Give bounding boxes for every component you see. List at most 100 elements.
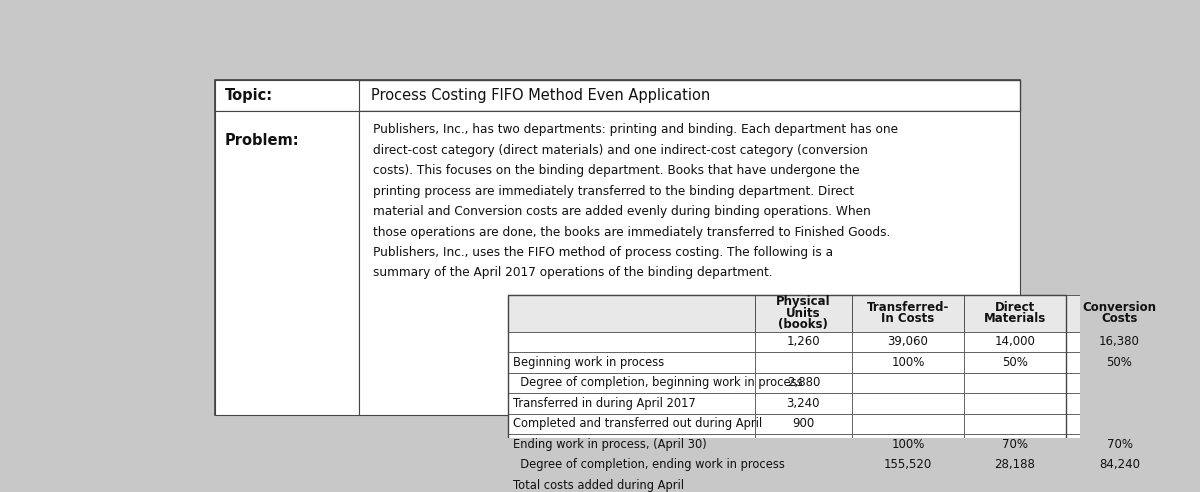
Text: Completed and transferred out during April: Completed and transferred out during Apr… bbox=[514, 417, 763, 430]
Bar bbox=[508, 332, 755, 352]
Bar bbox=[215, 80, 359, 111]
Text: direct-cost category (direct materials) and one indirect-cost category (conversi: direct-cost category (direct materials) … bbox=[373, 144, 868, 157]
Bar bbox=[852, 475, 964, 492]
Text: (books): (books) bbox=[779, 318, 828, 331]
Bar bbox=[852, 455, 964, 475]
Bar bbox=[1066, 372, 1174, 393]
Bar bbox=[1066, 332, 1174, 352]
Text: Transferred-: Transferred- bbox=[866, 301, 949, 314]
Bar bbox=[755, 332, 852, 352]
Text: 2,880: 2,880 bbox=[787, 376, 820, 389]
Bar bbox=[964, 414, 1066, 434]
Bar bbox=[508, 455, 755, 475]
Bar bbox=[215, 80, 1020, 111]
Bar bbox=[1066, 414, 1174, 434]
Text: those operations are done, the books are immediately transferred to Finished Goo: those operations are done, the books are… bbox=[373, 225, 890, 239]
Text: summary of the April 2017 operations of the binding department.: summary of the April 2017 operations of … bbox=[373, 267, 773, 279]
Text: Units: Units bbox=[786, 307, 821, 320]
Bar bbox=[508, 295, 755, 332]
Text: 50%: 50% bbox=[1106, 356, 1133, 369]
Text: Degree of completion, beginning work in process: Degree of completion, beginning work in … bbox=[514, 376, 803, 389]
Text: costs). This focuses on the binding department. Books that have undergone the: costs). This focuses on the binding depa… bbox=[373, 164, 859, 177]
Bar bbox=[964, 372, 1066, 393]
Bar bbox=[852, 372, 964, 393]
Text: Costs: Costs bbox=[1102, 312, 1138, 325]
Bar bbox=[508, 372, 755, 393]
Bar bbox=[755, 295, 852, 332]
Bar bbox=[508, 393, 755, 414]
Bar bbox=[508, 455, 1066, 475]
Bar bbox=[852, 295, 964, 332]
Bar bbox=[508, 475, 755, 492]
Text: 3,240: 3,240 bbox=[786, 397, 820, 410]
Bar bbox=[508, 393, 1066, 414]
Bar bbox=[1066, 455, 1174, 475]
Bar bbox=[852, 434, 964, 455]
Text: 70%: 70% bbox=[1106, 438, 1133, 451]
Bar bbox=[755, 434, 852, 455]
Text: 28,188: 28,188 bbox=[995, 458, 1036, 471]
Bar bbox=[964, 332, 1066, 352]
Bar bbox=[508, 352, 1066, 372]
Bar bbox=[755, 414, 852, 434]
Bar bbox=[508, 414, 755, 434]
Text: 1,260: 1,260 bbox=[786, 336, 820, 348]
Bar bbox=[508, 414, 1066, 434]
Text: 100%: 100% bbox=[892, 356, 925, 369]
Bar bbox=[755, 352, 852, 372]
Text: Topic:: Topic: bbox=[224, 88, 272, 103]
Bar bbox=[215, 80, 1020, 415]
Bar bbox=[1066, 295, 1174, 332]
Text: Process Costing FIFO Method Even Application: Process Costing FIFO Method Even Applica… bbox=[371, 88, 710, 103]
Bar bbox=[852, 414, 964, 434]
Bar bbox=[215, 111, 359, 415]
Text: 39,060: 39,060 bbox=[888, 336, 929, 348]
Bar bbox=[1066, 475, 1174, 492]
Bar bbox=[508, 475, 1066, 492]
Bar bbox=[508, 434, 755, 455]
Bar bbox=[852, 393, 964, 414]
Text: Total costs added during April: Total costs added during April bbox=[514, 479, 684, 492]
Bar bbox=[1066, 352, 1174, 372]
Bar bbox=[964, 393, 1066, 414]
Text: Problem:: Problem: bbox=[224, 132, 299, 148]
Bar bbox=[755, 455, 852, 475]
Bar bbox=[508, 372, 1066, 393]
Text: Publishers, Inc., uses the FIFO method of process costing. The following is a: Publishers, Inc., uses the FIFO method o… bbox=[373, 246, 833, 259]
Text: Physical: Physical bbox=[776, 295, 830, 308]
Bar bbox=[1066, 434, 1174, 455]
Text: 900: 900 bbox=[792, 417, 815, 430]
Text: Materials: Materials bbox=[984, 312, 1046, 325]
Bar bbox=[755, 393, 852, 414]
Text: Beginning work in process: Beginning work in process bbox=[514, 356, 665, 369]
Bar bbox=[508, 295, 1066, 332]
Bar bbox=[964, 352, 1066, 372]
Bar bbox=[508, 295, 1066, 492]
Text: Conversion: Conversion bbox=[1082, 301, 1157, 314]
Text: 16,380: 16,380 bbox=[1099, 336, 1140, 348]
Text: In Costs: In Costs bbox=[881, 312, 935, 325]
Bar bbox=[508, 352, 755, 372]
Bar bbox=[1066, 393, 1174, 414]
Text: 50%: 50% bbox=[1002, 356, 1028, 369]
Text: Ending work in process, (April 30): Ending work in process, (April 30) bbox=[514, 438, 707, 451]
Text: 14,000: 14,000 bbox=[995, 336, 1036, 348]
Text: Direct: Direct bbox=[995, 301, 1036, 314]
Text: material and Conversion costs are added evenly during binding operations. When: material and Conversion costs are added … bbox=[373, 205, 871, 218]
Text: Publishers, Inc., has two departments: printing and binding. Each department has: Publishers, Inc., has two departments: p… bbox=[373, 123, 898, 136]
Text: 84,240: 84,240 bbox=[1099, 458, 1140, 471]
Text: 70%: 70% bbox=[1002, 438, 1028, 451]
Bar bbox=[359, 111, 1020, 415]
Bar bbox=[755, 372, 852, 393]
Text: Degree of completion, ending work in process: Degree of completion, ending work in pro… bbox=[514, 458, 785, 471]
Bar bbox=[852, 332, 964, 352]
Bar bbox=[508, 332, 1066, 352]
Bar bbox=[964, 455, 1066, 475]
Text: Transferred in during April 2017: Transferred in during April 2017 bbox=[514, 397, 696, 410]
Bar bbox=[508, 434, 1066, 455]
Bar bbox=[964, 295, 1066, 332]
Bar bbox=[852, 352, 964, 372]
Bar bbox=[964, 434, 1066, 455]
Bar bbox=[755, 475, 852, 492]
Text: printing process are immediately transferred to the binding department. Direct: printing process are immediately transfe… bbox=[373, 184, 854, 198]
